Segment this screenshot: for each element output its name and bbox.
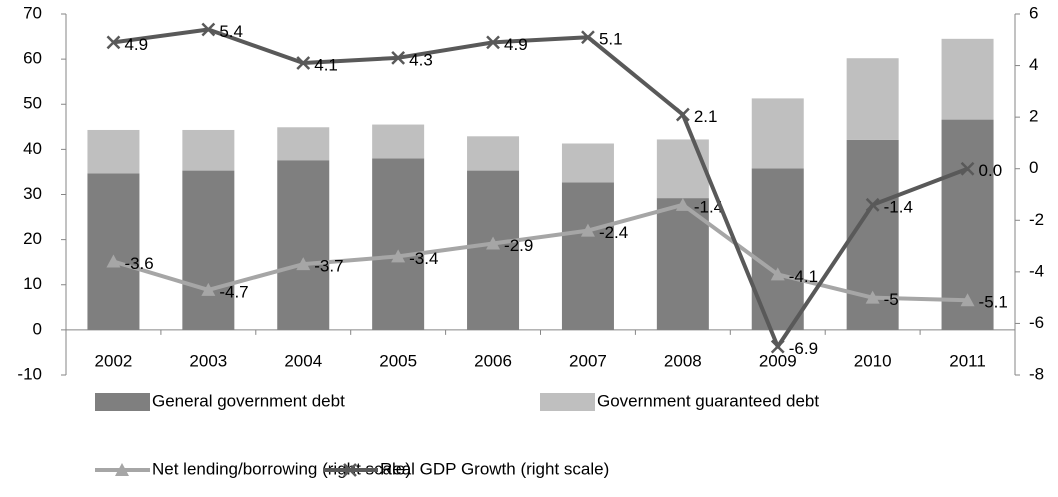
y-tick-label: 0 [33,319,42,338]
y-tick-label: 70 [23,3,42,22]
bar [656,198,709,330]
x-tick-label: 2007 [569,351,607,370]
data-label: 5.4 [219,22,243,41]
bar [372,124,425,159]
data-label: -3.7 [314,257,343,276]
marker [201,22,216,37]
bar [656,139,709,199]
marker [770,267,785,281]
data-label: -1.4 [694,197,723,216]
x-tick-label: 2005 [379,351,417,370]
x-tick-label: 2004 [284,351,322,370]
bar [87,173,140,330]
data-label: -1.4 [884,197,913,216]
legend-label: Real GDP Growth (right scale) [380,459,609,478]
marker [960,293,975,307]
marker [343,463,357,477]
bar [372,158,425,330]
data-label: 5.1 [599,30,623,49]
y2-tick-label: -4 [1029,261,1044,280]
data-label: 4.3 [409,50,433,69]
marker [296,56,311,70]
marker [486,35,500,50]
legend-label: Government guaranteed debt [597,391,819,410]
bar [467,170,520,330]
marker [486,236,501,250]
legend-swatch [95,393,150,411]
data-label: 4.1 [314,55,338,74]
bar [751,98,804,169]
x-tick-label: 2011 [949,351,986,370]
y2-tick-label: -2 [1029,210,1044,229]
bar [467,136,520,171]
y-tick-label: 60 [23,49,42,68]
bar [182,170,235,330]
y2-tick-label: -6 [1029,313,1044,332]
line [112,202,968,303]
legend-swatch [540,393,595,411]
data-label: 2.1 [694,107,718,126]
x-tick-label: 2010 [854,351,892,370]
marker [115,463,129,476]
marker [580,223,595,237]
y-tick-label: 20 [23,229,42,248]
y2-tick-label: 2 [1029,107,1038,126]
bar [941,38,994,120]
marker [675,107,690,122]
bar [277,127,330,161]
y-tick-label: 10 [23,274,42,293]
y-tick-label: -10 [17,364,42,383]
data-label: -5 [884,290,899,309]
bar [561,182,614,330]
marker [865,290,880,304]
y2-tick-label: -8 [1029,364,1044,383]
x-tick-label: 2006 [474,351,512,370]
data-label: 0.0 [979,161,1003,180]
marker [675,197,690,211]
marker [581,30,595,45]
marker [106,254,121,268]
bar [277,160,330,330]
marker [296,257,311,271]
data-label: -3.6 [124,254,153,273]
marker [106,35,121,50]
marker [865,197,880,212]
x-tick-label: 2002 [95,351,133,370]
marker [391,50,406,65]
data-label: -4.7 [219,282,248,301]
marker [770,339,785,354]
data-label: -2.9 [504,236,533,255]
data-label: 4.9 [504,35,528,54]
marker [391,249,406,263]
x-tick-label: 2009 [759,351,797,370]
data-label: -4.1 [789,267,818,286]
y-tick-label: 30 [23,184,42,203]
bar [182,129,235,171]
marker [201,282,216,296]
y-tick-label: 50 [23,94,42,113]
y2-tick-label: 6 [1029,3,1038,22]
x-tick-label: 2008 [664,351,702,370]
data-label: -5.1 [979,293,1008,312]
legend-label: General government debt [152,391,345,410]
data-label: -6.9 [789,339,818,358]
x-tick-label: 2003 [189,351,227,370]
data-label: -3.4 [409,249,438,268]
y2-tick-label: 0 [1029,158,1038,177]
bar [846,58,899,140]
data-label: 4.9 [124,35,148,54]
bar [561,143,614,183]
bar [87,129,140,174]
y2-tick-label: 4 [1029,55,1038,74]
y-tick-label: 40 [23,139,42,158]
data-label: -2.4 [599,223,628,242]
line [113,27,969,349]
marker [960,161,975,176]
